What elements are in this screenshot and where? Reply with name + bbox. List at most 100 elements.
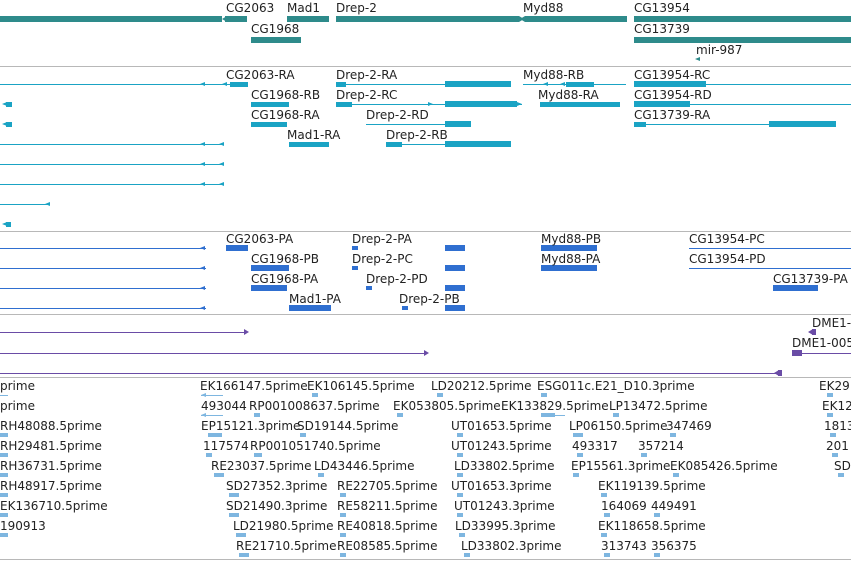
est-block[interactable] xyxy=(340,533,346,537)
transcript-label[interactable]: Drep-2-RB xyxy=(386,128,448,142)
est-label[interactable]: UT01243.5prime xyxy=(451,439,552,453)
est-label[interactable]: RH36731.5prime xyxy=(0,459,102,473)
transcript-exon[interactable] xyxy=(634,122,646,127)
transcript-exon[interactable] xyxy=(6,102,12,107)
protein-label[interactable]: CG13954-PD xyxy=(689,252,766,266)
est-block[interactable] xyxy=(0,473,8,477)
est-label[interactable]: 449491 xyxy=(651,499,697,513)
protein-exon[interactable] xyxy=(402,306,408,310)
est-label[interactable]: RE22705.5prime xyxy=(337,479,438,493)
est-label[interactable]: 164069 xyxy=(601,499,647,513)
est-block[interactable] xyxy=(208,433,222,437)
est-label[interactable]: RH29481.5prime xyxy=(0,439,102,453)
protein-label[interactable]: CG13739-PA xyxy=(773,272,848,286)
transcript-exon[interactable] xyxy=(230,82,248,87)
gene-label[interactable]: CG13739 xyxy=(634,22,690,36)
protein-exon[interactable] xyxy=(445,285,465,291)
est-block[interactable] xyxy=(457,453,463,457)
gene-bar[interactable] xyxy=(634,16,851,22)
est-block[interactable] xyxy=(236,533,246,537)
transcript-label[interactable]: Drep-2-RC xyxy=(336,88,398,102)
protein-label[interactable]: CG13954-PC xyxy=(689,232,765,246)
protein-label[interactable]: Drep-2-PB xyxy=(399,292,460,306)
est-block[interactable] xyxy=(254,453,262,457)
transcript-exon[interactable] xyxy=(386,142,402,147)
est-block[interactable] xyxy=(214,473,224,477)
transcript-exon[interactable] xyxy=(566,82,594,87)
dme-feature[interactable] xyxy=(812,329,816,335)
est-label[interactable]: 313743 xyxy=(601,539,647,553)
est-block[interactable] xyxy=(318,473,324,477)
transcript-exon[interactable] xyxy=(336,102,352,107)
est-block[interactable] xyxy=(601,493,607,497)
protein-label[interactable]: Mad1-PA xyxy=(289,292,341,306)
transcript-exon[interactable] xyxy=(445,81,511,87)
dme-feature[interactable] xyxy=(778,370,782,376)
protein-exon[interactable] xyxy=(251,265,289,271)
est-label[interactable]: SD21490.3prime xyxy=(226,499,328,513)
est-label[interactable]: 493044 xyxy=(201,399,247,413)
est-label[interactable]: EK118658.5prime xyxy=(598,519,706,533)
est-label[interactable]: 117574 xyxy=(203,439,249,453)
gene-bar[interactable] xyxy=(287,16,329,22)
est-label[interactable]: 347469 xyxy=(666,419,712,433)
est-label[interactable]: LD33802.3prime xyxy=(461,539,562,553)
est-block[interactable] xyxy=(457,513,463,517)
est-label[interactable]: 357214 xyxy=(638,439,684,453)
est-label[interactable]: RE21710.5prime xyxy=(236,539,337,553)
est-label[interactable]: 1813 xyxy=(824,419,851,433)
est-block[interactable] xyxy=(601,533,607,537)
transcript-label[interactable]: Drep-2-RA xyxy=(336,68,398,82)
est-label[interactable]: 493317 xyxy=(572,439,618,453)
est-label[interactable]: LP06150.5prime xyxy=(569,419,668,433)
dme-label[interactable]: DME1-005 xyxy=(792,336,851,350)
est-label[interactable]: EK119139.5prime xyxy=(598,479,706,493)
est-label[interactable]: RP001051740.5prime xyxy=(250,439,381,453)
est-block[interactable] xyxy=(670,433,676,437)
est-label[interactable]: RP001008637.5prime xyxy=(249,399,380,413)
protein-exon[interactable] xyxy=(352,246,358,250)
gene-bar[interactable] xyxy=(634,37,851,43)
protein-exon[interactable] xyxy=(289,305,331,311)
est-label[interactable]: UT01243.3prime xyxy=(454,499,555,513)
dme-label[interactable]: DME1- xyxy=(812,316,851,330)
est-label[interactable]: LD20212.5prime xyxy=(431,379,532,393)
est-label[interactable]: RH48917.5prime xyxy=(0,479,102,493)
transcript-exon[interactable] xyxy=(634,81,706,87)
est-label[interactable]: RH48088.5prime xyxy=(0,419,102,433)
est-label[interactable]: LD43446.5prime xyxy=(314,459,415,473)
transcript-exon[interactable] xyxy=(6,222,11,227)
transcript-exon[interactable] xyxy=(634,101,690,107)
transcript-exon[interactable] xyxy=(445,101,517,107)
est-label[interactable]: EK053805.5prime xyxy=(393,399,501,413)
protein-exon[interactable] xyxy=(352,266,358,270)
gene-label[interactable]: CG1968 xyxy=(251,22,300,36)
est-block[interactable] xyxy=(832,453,838,457)
est-label[interactable]: LD33995.3prime xyxy=(455,519,556,533)
protein-exon[interactable] xyxy=(366,286,372,290)
transcript-label[interactable]: CG1968-RB xyxy=(251,88,321,102)
est-block[interactable] xyxy=(604,553,610,557)
transcript-label[interactable]: Myd88-RB xyxy=(523,68,585,82)
est-block[interactable] xyxy=(457,433,463,437)
est-label[interactable]: SD19144.5prime xyxy=(297,419,399,433)
est-label[interactable]: UT01653.3prime xyxy=(451,479,552,493)
est-block[interactable] xyxy=(654,513,660,517)
gene-label[interactable]: CG2063 xyxy=(226,1,275,15)
protein-label[interactable]: Drep-2-PC xyxy=(352,252,413,266)
protein-label[interactable]: Myd88-PB xyxy=(541,232,602,246)
gene-label[interactable]: mir-987 xyxy=(696,43,743,57)
transcript-label[interactable]: Mad1-RA xyxy=(287,128,341,142)
est-block[interactable] xyxy=(397,413,403,417)
est-block[interactable] xyxy=(827,413,833,417)
est-block[interactable] xyxy=(830,433,836,437)
dme-feature[interactable] xyxy=(792,350,802,356)
protein-exon[interactable] xyxy=(773,285,818,291)
est-label[interactable]: RE08585.5prime xyxy=(337,539,438,553)
est-block[interactable] xyxy=(459,533,465,537)
protein-label[interactable]: CG2063-PA xyxy=(226,232,294,246)
protein-label[interactable]: CG1968-PB xyxy=(251,252,320,266)
est-block[interactable] xyxy=(541,413,555,417)
est-block[interactable] xyxy=(0,533,8,537)
est-label[interactable]: SD27352.3prime xyxy=(226,479,328,493)
